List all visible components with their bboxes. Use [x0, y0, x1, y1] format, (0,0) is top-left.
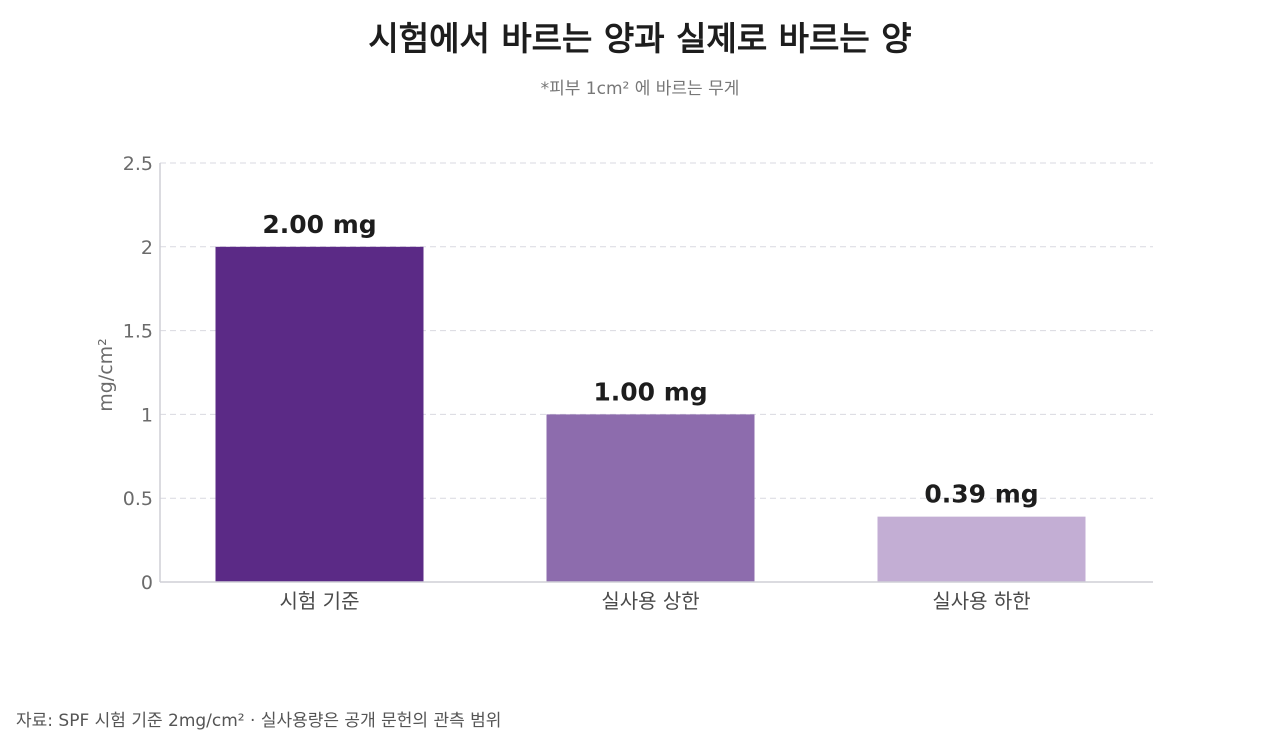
data-label: 0.39 mg	[924, 480, 1038, 509]
y-tick-label: 0.5	[123, 488, 153, 510]
bar	[877, 516, 1086, 582]
data-label: 2.00 mg	[262, 210, 376, 239]
chart-subtitle: *피부 1cm² 에 바르는 무게	[540, 79, 740, 99]
x-tick-label: 실사용 상한	[601, 589, 699, 613]
y-ticks: 0 0.5 1 1.5 2 2.5	[123, 153, 153, 594]
value-labels: 2.00 mg 1.00 mg 0.39 mg	[262, 210, 1038, 509]
y-tick-label: 2.5	[123, 153, 153, 175]
bar	[546, 414, 755, 582]
y-axis-label: mg/cm²	[95, 338, 117, 412]
x-tick-label: 시험 기준	[280, 589, 360, 613]
y-tick-label: 2	[141, 237, 153, 259]
bars	[215, 246, 1086, 583]
y-tick-label: 0	[141, 572, 153, 594]
chart-title: 시험에서 바르는 양과 실제로 바르는 양	[368, 19, 912, 58]
category-labels: 시험 기준 실사용 상한 실사용 하한	[280, 589, 1031, 613]
y-tick-label: 1.5	[123, 321, 153, 343]
data-label: 1.00 mg	[593, 377, 707, 406]
x-tick-label: 실사용 하한	[932, 589, 1030, 613]
bar	[215, 246, 424, 583]
y-tick-label: 1	[141, 404, 153, 426]
source-note: 자료: SPF 시험 기준 2mg/cm² · 실사용량은 공개 문헌의 관측 …	[16, 711, 502, 731]
